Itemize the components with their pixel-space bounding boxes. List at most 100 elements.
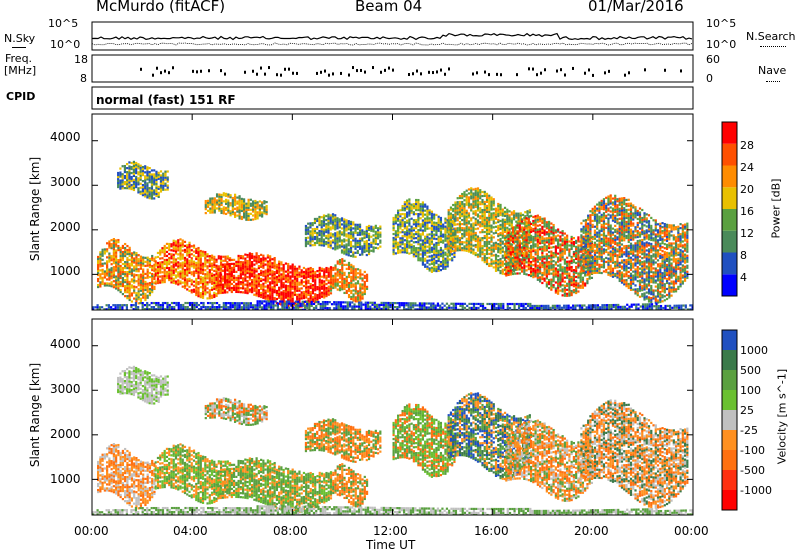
power-cell [550,284,553,287]
power-cell [117,240,120,244]
power-cell [215,278,218,281]
power-cell [572,275,575,278]
power-cell [582,249,585,252]
power-cell [587,262,590,265]
power-cell [352,233,355,236]
power-cell [497,214,500,218]
power-cell [465,245,468,248]
power-cell [124,281,127,284]
power-cell [358,241,362,244]
power-cell [499,239,502,243]
power-cell [108,256,111,259]
power-cell [374,236,377,239]
power-cell [566,292,569,295]
power-cell [298,289,301,292]
power-cell [316,227,319,231]
power-cell [465,229,468,232]
power-cell [273,289,276,292]
power-cell [561,256,564,259]
power-cell [260,257,263,260]
power-cell [379,239,382,242]
power-cell [174,280,178,283]
power-cell [170,267,173,270]
power-cell [439,234,443,238]
power-cell [192,284,196,287]
power-cell [183,244,187,248]
power-cell [465,201,468,204]
power-cell [322,222,326,225]
power-cell [584,231,588,234]
power-cell [481,216,484,220]
power-cell [548,224,551,228]
power-cell [208,289,211,292]
power-cell [363,242,366,245]
power-cell [456,237,459,240]
power-cell [545,247,548,250]
power-cell [311,224,314,227]
power-cell [430,220,434,223]
power-cell [119,246,122,250]
power-cell [338,246,341,249]
power-cell [428,209,431,212]
power-cell [474,217,477,221]
power-cell [509,245,512,248]
power-cell [273,258,276,262]
power-cell [517,220,520,223]
power-cell [305,282,308,285]
power-cell [465,195,468,198]
power-cell [161,277,164,280]
power-cell [135,298,138,301]
power-cell [568,248,571,251]
power-cell [237,284,240,288]
power-cell [503,212,507,215]
power-cell [137,280,140,283]
power-cell [280,269,283,272]
power-cell [260,293,263,297]
power-cell [327,237,330,240]
power-cell [168,246,171,250]
power-cell [318,286,321,290]
power-cell [543,271,546,274]
power-cell [485,236,489,240]
power-cell [101,278,104,281]
power-cell [280,281,283,284]
power-cell [148,275,152,279]
power-cell [417,200,420,204]
power-cell [269,287,272,290]
power-cell [327,291,330,294]
power-cell [428,233,431,236]
power-cell [199,277,202,281]
power-cell [117,238,120,242]
power-cell [309,230,312,233]
power-cell [417,251,420,254]
power-cell [195,279,198,283]
power-cell [305,292,308,295]
power-cell [470,229,473,232]
power-cell [406,243,409,246]
power-cell [545,253,548,256]
power-cell [424,203,427,206]
power-cell [289,291,292,294]
power-cell [260,279,263,283]
power-cell [582,257,585,260]
power-cell [210,258,214,261]
power-cell [505,270,508,273]
power-cell [336,284,339,287]
power-cell [470,243,473,246]
power-cell [372,230,375,233]
power-cell [527,274,530,277]
power-cell [419,243,422,246]
power-cell [316,298,319,301]
power-cell [174,262,178,265]
power-cell [449,220,453,223]
power-cell [287,268,290,272]
power-cell [215,292,218,295]
power-cell [329,222,332,225]
power-cell [401,217,404,220]
power-cell [568,288,571,291]
power-cell [532,241,535,245]
power-cell [467,248,471,251]
power-cell [458,228,462,232]
noise-search-legend-line [760,46,786,47]
power-cell [190,291,193,294]
